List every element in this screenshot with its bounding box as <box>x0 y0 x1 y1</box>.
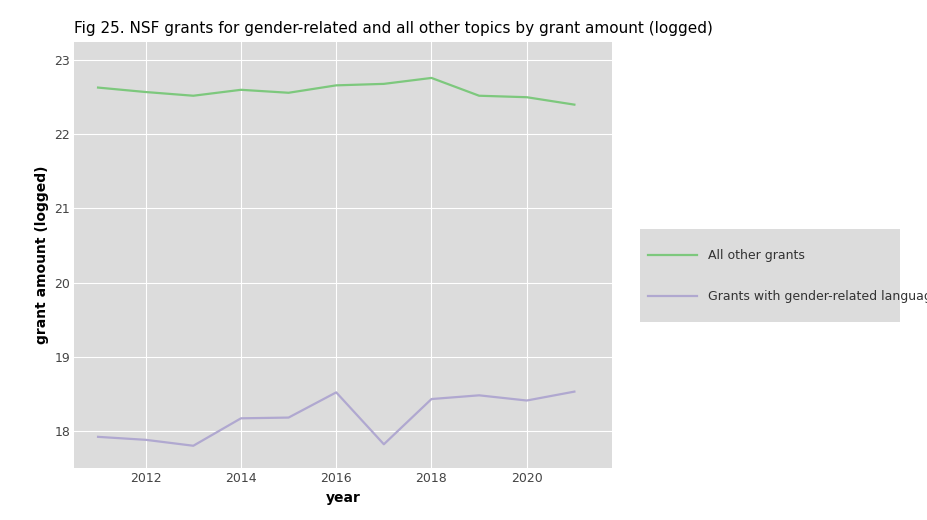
All other grants <box>187 93 198 99</box>
Text: Fig 25. NSF grants for gender-related and all other topics by grant amount (logg: Fig 25. NSF grants for gender-related an… <box>74 21 712 36</box>
All other grants <box>473 93 484 99</box>
Grants with gender-related language <box>330 389 341 396</box>
Grants with gender-related language <box>93 434 104 440</box>
Grants with gender-related language <box>378 441 389 447</box>
Line: Grants with gender-related language: Grants with gender-related language <box>98 392 574 446</box>
X-axis label: year: year <box>325 491 361 505</box>
All other grants <box>140 89 151 95</box>
All other grants <box>93 84 104 90</box>
Grants with gender-related language <box>521 397 532 404</box>
Grants with gender-related language <box>473 392 484 398</box>
All other grants <box>425 75 437 81</box>
All other grants <box>378 81 389 87</box>
Text: All other grants: All other grants <box>707 249 804 262</box>
All other grants <box>283 89 294 96</box>
All other grants <box>330 82 341 88</box>
Grants with gender-related language <box>140 437 151 443</box>
Grants with gender-related language <box>283 414 294 421</box>
Grants with gender-related language <box>235 415 247 421</box>
All other grants <box>568 101 579 108</box>
Grants with gender-related language <box>568 388 579 395</box>
Y-axis label: grant amount (logged): grant amount (logged) <box>34 165 48 344</box>
Grants with gender-related language <box>187 443 198 449</box>
All other grants <box>235 87 247 93</box>
Text: Grants with gender-related language: Grants with gender-related language <box>707 290 927 303</box>
Line: All other grants: All other grants <box>98 78 574 105</box>
Grants with gender-related language <box>425 396 437 402</box>
All other grants <box>521 94 532 100</box>
